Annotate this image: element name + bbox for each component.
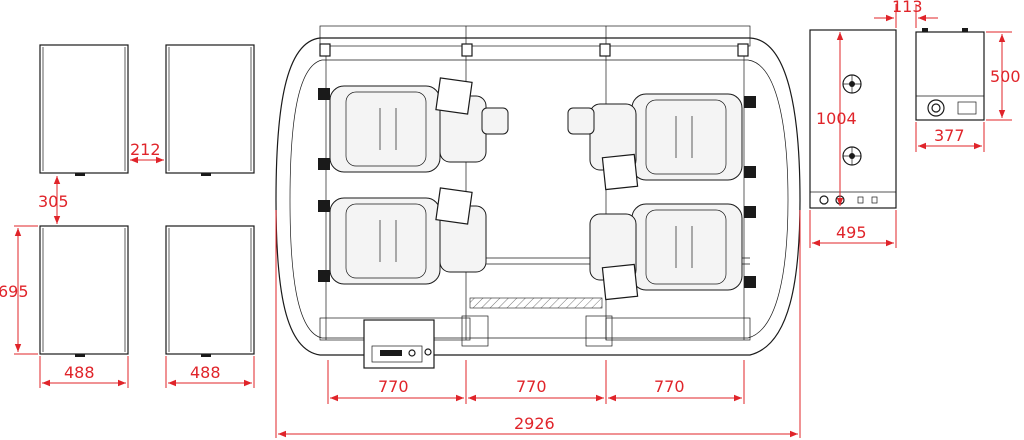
dim-side-unit-offset: 113 [874, 0, 938, 28]
dim-seat-pitch: 770 770 770 [327, 360, 745, 404]
seat-front-left-top [318, 77, 487, 173]
dim-label-500: 500 [990, 67, 1021, 86]
dim-label-377: 377 [934, 126, 965, 145]
operator-panel [363, 319, 435, 369]
dim-cabinet-gap-horizontal: 212 [130, 140, 164, 164]
side-unit [915, 28, 985, 121]
cabinet-grid [39, 44, 255, 357]
dim-control-box-width: 495 [809, 210, 897, 248]
cabinet-bottom-right [165, 225, 255, 357]
dim-control-box-height: 1004 [816, 32, 857, 206]
dim-platform-total: 2926 [275, 210, 801, 438]
fan-icon [842, 146, 862, 166]
dim-label-488-left: 488 [64, 363, 95, 382]
dim-label-1004: 1004 [816, 109, 857, 128]
dim-label-212: 212 [130, 140, 161, 159]
dim-label-770-3: 770 [654, 377, 685, 396]
dim-label-770-2: 770 [516, 377, 547, 396]
knob-icon [927, 99, 945, 117]
small-seat-module [481, 107, 595, 135]
dim-label-695: 695 [0, 282, 29, 301]
seat-front-left-bottom [318, 187, 487, 285]
cabinet-top-left [39, 44, 129, 176]
dim-side-unit-height: 500 [986, 31, 1021, 121]
dim-cabinet-width-left: 488 [39, 356, 129, 388]
dim-label-770-1: 770 [378, 377, 409, 396]
dim-label-113: 113 [892, 0, 923, 16]
dim-cabinet-width-right: 488 [165, 356, 255, 388]
dim-cabinet-gap-vertical: 305 [38, 176, 69, 224]
cabinet-top-right [165, 44, 255, 176]
control-cabinet [809, 29, 897, 209]
dim-label-495: 495 [836, 223, 867, 242]
dim-label-305: 305 [38, 192, 69, 211]
seat-rear-right-bottom [589, 203, 756, 301]
seat-rear-right-top [589, 93, 756, 191]
dim-label-2926: 2926 [514, 414, 555, 433]
dim-side-unit-width: 377 [915, 122, 985, 152]
fan-icon [842, 74, 862, 94]
motion-platform [275, 25, 801, 369]
dim-label-488-right: 488 [190, 363, 221, 382]
dim-cabinet-height: 695 [0, 225, 38, 355]
cabinet-bottom-left [39, 225, 129, 357]
